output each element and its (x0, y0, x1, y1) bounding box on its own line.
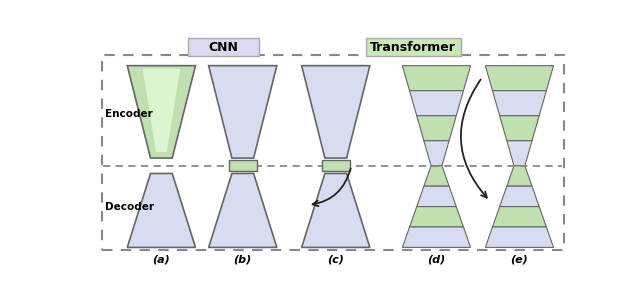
FancyBboxPatch shape (188, 38, 259, 56)
Polygon shape (403, 66, 470, 91)
Polygon shape (485, 227, 554, 247)
Text: (b): (b) (234, 255, 252, 265)
Text: (e): (e) (511, 255, 528, 265)
Polygon shape (209, 173, 277, 247)
Polygon shape (507, 166, 532, 186)
Bar (322, 160, 349, 171)
Polygon shape (500, 116, 539, 141)
Polygon shape (493, 91, 547, 116)
Text: Encoder: Encoder (105, 109, 152, 119)
Polygon shape (507, 141, 532, 166)
Polygon shape (301, 173, 370, 247)
Text: (d): (d) (428, 255, 445, 265)
Polygon shape (424, 166, 449, 186)
Polygon shape (493, 207, 547, 227)
Text: Transformer: Transformer (371, 41, 456, 54)
Polygon shape (127, 66, 195, 158)
Polygon shape (127, 173, 195, 247)
FancyBboxPatch shape (366, 38, 461, 56)
Polygon shape (417, 186, 456, 207)
Polygon shape (209, 66, 277, 158)
Text: CNN: CNN (209, 41, 238, 54)
Bar (102, 55, 564, 250)
Polygon shape (424, 141, 449, 166)
Polygon shape (485, 66, 554, 91)
Bar (229, 160, 257, 171)
Text: (c): (c) (327, 255, 344, 265)
Polygon shape (301, 66, 370, 158)
Polygon shape (417, 116, 456, 141)
Polygon shape (410, 91, 463, 116)
Text: Decoder: Decoder (105, 202, 154, 211)
Text: (a): (a) (152, 255, 170, 265)
Polygon shape (143, 69, 180, 152)
Polygon shape (410, 207, 463, 227)
Polygon shape (500, 186, 539, 207)
Polygon shape (403, 227, 470, 247)
